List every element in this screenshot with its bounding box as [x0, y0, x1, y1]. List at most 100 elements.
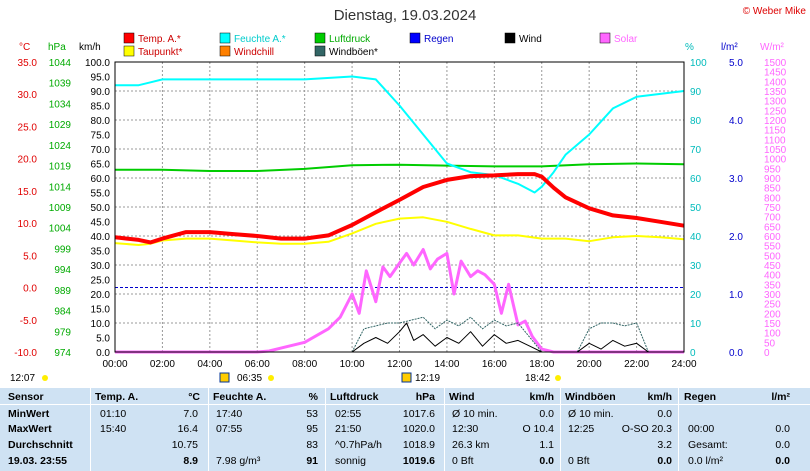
chart-legend: Temp. A.* Feuchte A.* Luftdruck Regen Wind So…: [123, 32, 638, 58]
header-rain: Regen: [684, 391, 717, 403]
humidity-value: 53: [306, 408, 318, 420]
pressure-tick-label: 999: [54, 244, 71, 255]
rain-tick-label: 5.0: [729, 58, 743, 69]
solar-tick-label: 550: [764, 242, 781, 253]
solar-tick-label: 650: [764, 222, 781, 233]
time-tick-label: 16:00: [482, 359, 507, 370]
series-line-luftdruck: [115, 162, 685, 172]
wind-tick-label: 85.0: [91, 102, 111, 113]
plot-area-frame: [114, 61, 685, 353]
solar-tick-label: 1050: [764, 145, 787, 156]
wind-time: 26.3 km: [452, 439, 490, 451]
rain-time: 00:00: [688, 423, 715, 435]
sunset-label: 18:42: [525, 373, 550, 384]
time-tick-label: 06:00: [245, 359, 270, 370]
pressure-tick-label: 1004: [49, 224, 72, 235]
series-line-wind: [115, 322, 684, 353]
left-time-label: 12:07: [10, 373, 35, 384]
pressure-tick-label: 1039: [49, 79, 72, 90]
gust-time: 12:25: [568, 423, 595, 435]
gust-time: 0 Bft: [568, 455, 590, 467]
time-tick-label: 18:00: [529, 359, 554, 370]
legend-label: Windböen*: [329, 47, 378, 58]
pressure-value: 1017.6: [402, 408, 435, 420]
header-pressure-unit: hPa: [415, 391, 435, 403]
pressure-tick-label: 1034: [49, 99, 72, 110]
temp-tick-label: -5.0: [20, 316, 38, 327]
wind-tick-label: 75.0: [91, 131, 111, 142]
gust-value: 0.0: [657, 455, 672, 467]
pressure-time: 21:50: [335, 423, 362, 435]
solar-tick-label: 700: [764, 213, 781, 224]
legend-swatch: [219, 32, 231, 44]
series-line-windb-en-: [115, 316, 684, 353]
pressure-tick-label: 984: [54, 307, 71, 318]
humidity-value: 91: [306, 455, 318, 467]
gust-value: O-SO 20.3: [621, 423, 672, 435]
humidity-time: 07:55: [216, 423, 243, 435]
pressure-tick-label: 1044: [49, 58, 72, 69]
solar-tick-label: 0: [764, 348, 770, 359]
header-wind: Wind: [449, 391, 475, 403]
humidity-tick-label: 90: [690, 87, 702, 98]
legend-label: Temp. A.*: [138, 34, 181, 45]
solar-tick-label: 1500: [764, 58, 787, 69]
time-tick-label: 22:00: [624, 359, 649, 370]
wind-time: 12:30: [452, 423, 479, 435]
header-temp-unit: °C: [188, 391, 200, 403]
solar-tick-label: 100: [764, 329, 781, 340]
solar-tick-label: 400: [764, 271, 781, 282]
humidity-tick-label: 0: [690, 348, 696, 359]
wind-tick-label: 80.0: [91, 116, 111, 127]
row-label: MinWert: [8, 408, 50, 420]
wind-tick-label: 90.0: [91, 87, 111, 98]
row-label: 19.03. 23:55: [8, 455, 67, 467]
wind-value: 1.1: [539, 439, 554, 451]
legend-label: Luftdruck: [329, 34, 371, 45]
wind-tick-label: 20.0: [91, 290, 111, 301]
humidity-tick-label: 20: [690, 290, 702, 301]
temp-value: 7.0: [183, 408, 198, 420]
row-separator: [0, 404, 810, 405]
temp-tick-label: 5.0: [23, 251, 37, 262]
column-separator: [560, 388, 561, 471]
humidity-tick-label: 70: [690, 145, 702, 156]
humidity-tick-label: 100: [690, 58, 707, 69]
wind-tick-label: 0.0: [96, 348, 110, 359]
pressure-tick-label: 989: [54, 286, 71, 297]
statistics-panel: Sensor Temp. A. °C Feuchte A.% Luftdruck hPa W…: [0, 388, 810, 471]
noon-icon: [401, 372, 412, 383]
solar-tick-label: 1250: [764, 106, 787, 117]
gust-value: 3.2: [657, 439, 672, 451]
humidity-tick-label: 30: [690, 261, 702, 272]
legend-label: Regen: [424, 34, 453, 45]
pressure-tick-label: 979: [54, 327, 71, 338]
gust-value: 0.0: [657, 408, 672, 420]
header-gust: Windböen: [565, 391, 616, 403]
solar-tick-label: 50: [764, 338, 776, 349]
pressure-value: 1020.0: [402, 423, 435, 435]
legend-swatch: [219, 45, 231, 57]
legend-label: Taupunkt*: [138, 47, 183, 58]
sunrise-label: 06:35: [237, 373, 262, 384]
temp-tick-label: -10.0: [14, 348, 37, 359]
temp-tick-label: 20.0: [18, 155, 38, 166]
temp-value: 8.9: [183, 455, 198, 467]
pressure-tick-label: 1009: [49, 203, 72, 214]
wind-tick-label: 35.0: [91, 247, 111, 258]
legend-swatch: [599, 32, 611, 44]
chart-series: [114, 75, 685, 354]
solar-tick-label: 250: [764, 300, 781, 311]
wind-tick-label: 70.0: [91, 145, 111, 156]
time-tick-label: 14:00: [434, 359, 459, 370]
wind-value: 0.0: [539, 408, 554, 420]
wind-tick-label: 95.0: [91, 73, 111, 84]
humidity-tick-label: 40: [690, 232, 702, 243]
temp-tick-label: 15.0: [18, 187, 38, 198]
solar-tick-label: 450: [764, 261, 781, 272]
wind-value: 0.0: [539, 455, 554, 467]
pressure-time: ^0.7hPa/h: [335, 439, 382, 451]
humidity-value: 95: [306, 423, 318, 435]
solar-tick-label: 350: [764, 280, 781, 291]
solar-tick-label: 900: [764, 174, 781, 185]
